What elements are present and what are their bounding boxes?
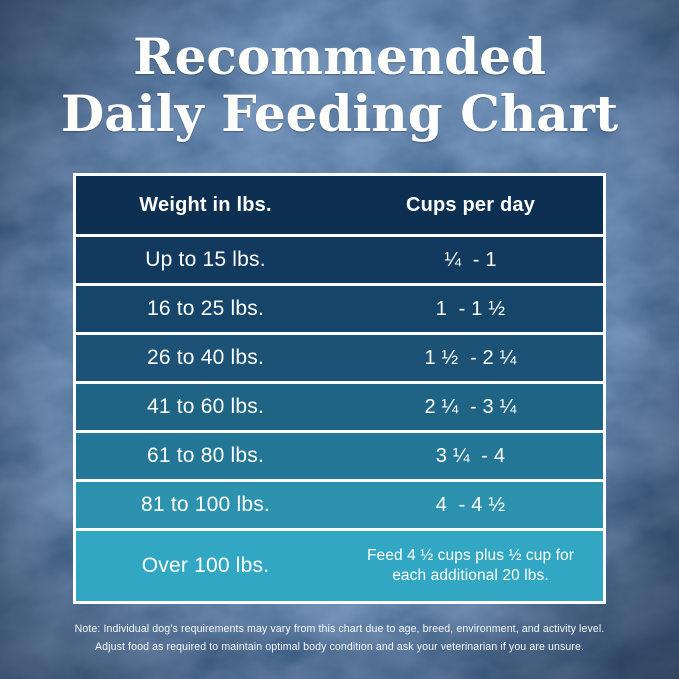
table-row: Up to 15 lbs. ¼ - 1 xyxy=(76,237,603,283)
page-title-line2: Daily Feeding Chart xyxy=(60,84,619,143)
cups-cell: 1 - 1 ½ xyxy=(338,286,603,332)
weight-cell: 41 to 60 lbs. xyxy=(76,384,335,430)
column-header-cups: Cups per day xyxy=(338,176,603,234)
footnote-line2: Adjust food as required to maintain opti… xyxy=(94,641,585,653)
table-row: 16 to 25 lbs. 1 - 1 ½ xyxy=(76,286,603,332)
cups-cell: 4 - 4 ½ xyxy=(338,482,603,528)
footnote-line1: Note: Individual dog’s requirements may … xyxy=(74,623,605,635)
weight-cell: Over 100 lbs. xyxy=(76,531,335,601)
page-title-line1: Recommended xyxy=(133,27,546,86)
cups-cell: Feed 4 ½ cups plus ½ cup for each additi… xyxy=(338,531,603,601)
table-row: Over 100 lbs. Feed 4 ½ cups plus ½ cup f… xyxy=(76,531,603,601)
cups-cell: 1 ½ - 2 ¼ xyxy=(338,335,603,381)
weight-cell: 81 to 100 lbs. xyxy=(76,482,335,528)
cups-cell: 2 ¼ - 3 ¼ xyxy=(338,384,603,430)
footnote: Note: Individual dog’s requirements may … xyxy=(0,620,679,656)
cups-cell: ¼ - 1 xyxy=(338,237,603,283)
table-row: 61 to 80 lbs. 3 ¼ - 4 xyxy=(76,433,603,479)
table-row: 81 to 100 lbs. 4 - 4 ½ xyxy=(76,482,603,528)
feeding-table: Weight in lbs. Cups per day Up to 15 lbs… xyxy=(73,173,606,604)
weight-cell: 61 to 80 lbs. xyxy=(76,433,335,479)
table-row: 26 to 40 lbs. 1 ½ - 2 ¼ xyxy=(76,335,603,381)
table-header-row: Weight in lbs. Cups per day xyxy=(76,176,603,234)
weight-cell: Up to 15 lbs. xyxy=(76,237,335,283)
page-title: Recommended Daily Feeding Chart xyxy=(0,28,679,142)
cups-cell: 3 ¼ - 4 xyxy=(338,433,603,479)
column-header-weight: Weight in lbs. xyxy=(76,176,335,234)
weight-cell: 16 to 25 lbs. xyxy=(76,286,335,332)
table-row: 41 to 60 lbs. 2 ¼ - 3 ¼ xyxy=(76,384,603,430)
weight-cell: 26 to 40 lbs. xyxy=(76,335,335,381)
